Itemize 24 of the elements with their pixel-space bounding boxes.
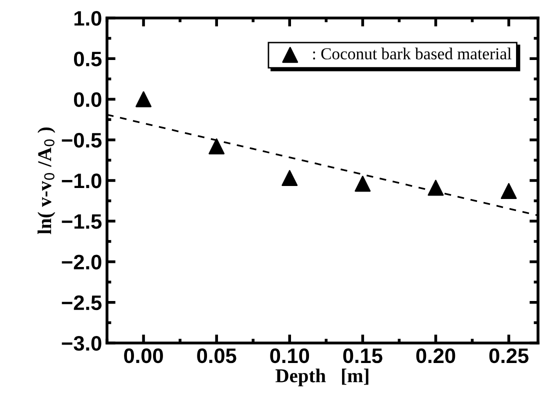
x-tick-label: 0.15 [343,348,382,364]
point [354,176,371,192]
point [136,91,152,108]
y-tick-label: −1.5 [62,214,102,229]
y-tick-label: −2.5 [62,295,102,310]
x-tick-label: 0.20 [416,348,456,364]
point [428,180,444,196]
x-tick-label: 0.05 [197,348,236,364]
y-axis-title: ln( v-v$_{0}$ /A$_{0}$ ) [38,127,56,234]
point [500,183,517,200]
x-tick-label: 0.25 [489,348,528,364]
y-tick-label: 0.5 [74,52,102,66]
x-tick-label: 0.10 [270,348,310,364]
legend-label: : Coconut bark based material [313,48,512,60]
y-tick-label: −2.0 [62,254,102,270]
y-tick-label: 0.0 [74,92,102,108]
y-tick-label: −3.0 [62,336,102,351]
y-tick-label: −0.5 [62,132,102,148]
y-tick-label: −1.0 [62,174,102,188]
y-tick-label: 1.0 [74,11,102,26]
point [208,138,225,154]
x-tick-label: 0.00 [124,348,163,364]
x-axis-title: Depth [m] [276,368,368,386]
point [282,170,298,186]
